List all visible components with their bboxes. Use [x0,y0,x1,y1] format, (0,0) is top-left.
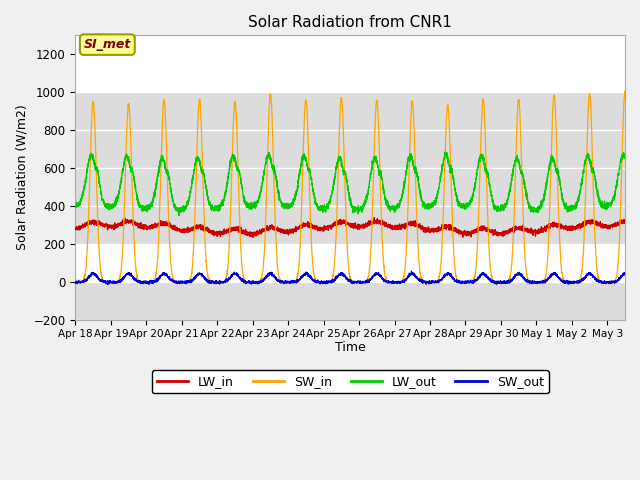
LW_in [72,227,79,232]
Legend: LW_in, SW_in, LW_out, SW_out: LW_in, SW_in, LW_out, SW_out [152,370,548,393]
SW_in [237,244,244,250]
LW_out [175,213,183,218]
LW_in [523,228,531,233]
SW_out [72,280,79,286]
Title: Solar Radiation from CNR1: Solar Radiation from CNR1 [248,15,452,30]
LW_out [621,155,629,161]
Y-axis label: Solar Radiation (W/m2): Solar Radiation (W/m2) [15,105,28,251]
Line: LW_in: LW_in [76,217,625,237]
SW_in [523,270,531,276]
SW_out [621,271,629,276]
LW_out [72,204,79,210]
SW_out [217,280,225,286]
Bar [76,130,625,168]
Line: LW_out: LW_out [76,152,625,216]
SW_out [408,268,415,274]
SW_in [621,89,629,95]
LW_in [371,215,378,220]
Bar [76,168,625,206]
LW_out [573,201,581,207]
LW_out [523,192,531,198]
Text: SI_met: SI_met [84,38,131,51]
LW_in [249,234,257,240]
LW_in [113,224,121,230]
Bar [76,206,625,244]
LW_in [621,219,629,225]
SW_out [465,279,473,285]
LW_out [237,175,244,181]
LW_out [466,199,474,205]
SW_out [237,276,244,282]
SW_in [113,279,121,285]
SW_in [217,279,225,285]
LW_out [442,149,449,155]
Bar [76,92,625,130]
Bar [76,282,625,320]
SW_in [573,279,581,285]
SW_in [465,279,473,285]
LW_in [573,224,581,229]
LW_in [217,232,225,238]
LW_out [113,197,121,203]
SW_out [523,278,531,284]
SW_out [493,281,500,287]
SW_out [573,280,581,286]
LW_out [217,204,225,210]
Line: SW_in: SW_in [76,92,625,282]
Line: SW_out: SW_out [76,271,625,284]
SW_in [72,279,79,285]
X-axis label: Time: Time [335,341,365,354]
SW_out [113,280,121,286]
LW_in [466,229,474,235]
LW_in [237,228,244,234]
